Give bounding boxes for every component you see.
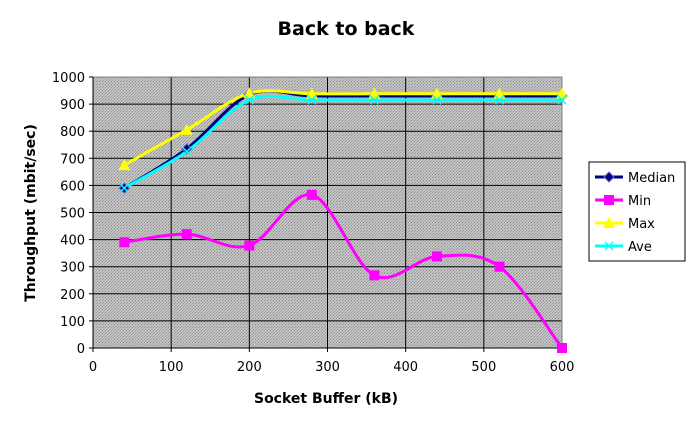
point-min <box>494 261 505 272</box>
legend-label-min: Min <box>628 194 651 209</box>
y-tick-label: 600 <box>60 179 85 194</box>
point-max <box>180 123 193 135</box>
point-min <box>369 270 380 281</box>
point-min <box>181 229 192 240</box>
marker-layer <box>118 87 568 353</box>
x-tick-label: 100 <box>159 360 184 375</box>
point-ave <box>494 95 504 105</box>
point-ave <box>557 95 567 105</box>
legend-label-max: Max <box>628 217 655 232</box>
legend-label-median: Median <box>628 171 675 186</box>
point-min <box>557 343 567 353</box>
x-axis-ticks: 0 100 200 300 400 500 600 <box>89 348 575 375</box>
point-min <box>119 237 130 248</box>
x-tick-label: 400 <box>393 360 418 375</box>
y-tick-label: 200 <box>60 288 85 303</box>
y-axis-ticks: 0 100 200 300 400 500 600 700 800 900 1000 <box>52 71 93 357</box>
point-min <box>431 251 442 262</box>
y-tick-label: 500 <box>60 207 85 222</box>
marker-stroke <box>182 146 192 157</box>
legend-marker-min <box>604 195 614 205</box>
marker-stroke <box>557 95 567 105</box>
marker-stroke <box>244 95 254 105</box>
grid <box>93 77 562 348</box>
marker-stroke <box>369 95 379 105</box>
x-tick-label: 300 <box>315 360 340 375</box>
legend-label-ave: Ave <box>628 240 652 255</box>
legend-marker-max <box>603 217 615 228</box>
legend-item-min: Min <box>595 194 651 209</box>
point-ave <box>182 146 192 157</box>
point-ave <box>369 95 379 105</box>
y-tick-label: 300 <box>60 261 85 276</box>
point-min <box>306 189 317 200</box>
legend-item-max: Max <box>595 217 655 232</box>
x-tick-label: 200 <box>237 360 262 375</box>
marker-stroke <box>604 241 614 251</box>
x-tick-label: 0 <box>89 360 97 375</box>
marker-stroke <box>432 95 442 105</box>
y-tick-label: 100 <box>60 315 85 330</box>
legend-marker-ave <box>604 241 614 251</box>
y-tick-label: 900 <box>60 98 85 113</box>
point-max <box>118 159 131 171</box>
legend-item-ave: Ave <box>595 240 652 255</box>
chart-title: Back to back <box>278 18 415 40</box>
legend-marker-median <box>603 171 615 183</box>
y-tick-label: 1000 <box>52 71 85 86</box>
point-ave <box>307 95 317 105</box>
x-tick-label: 500 <box>471 360 496 375</box>
marker-stroke <box>119 183 129 193</box>
legend: Median Min Max Ave <box>588 161 686 262</box>
y-tick-label: 800 <box>60 125 85 140</box>
marker-stroke <box>307 95 317 105</box>
series-markers-ave <box>119 95 567 193</box>
marker-stroke <box>494 95 504 105</box>
point-min <box>244 240 255 251</box>
y-axis-title: Throughput (mbit/sec) <box>23 124 39 302</box>
y-tick-label: 400 <box>60 234 85 249</box>
point-ave <box>432 95 442 105</box>
y-tick-label: 700 <box>60 152 85 167</box>
x-tick-label: 600 <box>550 360 575 375</box>
point-max <box>243 87 256 99</box>
point-ave <box>244 95 254 105</box>
x-axis-title: Socket Buffer (kB) <box>254 391 398 407</box>
y-tick-label: 0 <box>77 342 85 357</box>
legend-item-median: Median <box>595 171 675 186</box>
point-ave <box>119 183 129 193</box>
series-markers-min <box>119 189 567 353</box>
